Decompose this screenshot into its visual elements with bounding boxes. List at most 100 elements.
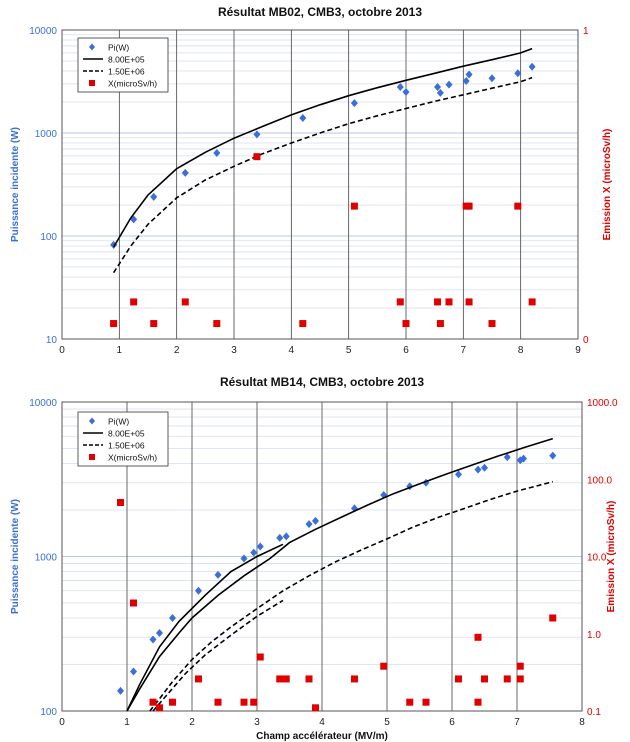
data-point-square — [299, 320, 307, 328]
data-point-diamond — [455, 470, 462, 479]
y2-axis-label: Emission X (microSv/h) — [602, 129, 613, 241]
legend-label: Pi(W) — [108, 417, 129, 427]
data-point-square — [465, 298, 473, 306]
chart-mb02: 0 1 2 3 4 5 6 7 8 9 10 100 1000 10000 0 1 Résultat MB02,… — [10, 5, 613, 355]
data-point-diamond — [503, 453, 511, 462]
data-point-square — [253, 153, 261, 161]
data-point-square — [549, 614, 557, 622]
data-point-square — [436, 320, 444, 328]
data-point-diamond — [481, 463, 488, 472]
chart-title: Résultat MB02, CMB3, octobre 2013 — [218, 5, 422, 19]
x-tick-label: 3 — [254, 717, 260, 728]
y-tick-label: 1000 — [35, 553, 58, 564]
data-point-diamond — [436, 88, 444, 97]
data-point-diamond — [169, 613, 176, 622]
y-tick-label: 100 — [40, 232, 57, 243]
data-point-diamond — [181, 168, 189, 177]
data-point-square — [256, 653, 264, 661]
legend-label: 1.50E+06 — [108, 67, 145, 77]
data-point-square — [149, 698, 157, 706]
series-line — [112, 47, 533, 248]
data-point-diamond — [488, 74, 496, 83]
x-tick-label: 0 — [59, 345, 65, 355]
y2-tick-label: 100.0 — [587, 475, 612, 486]
legend-swatch-square — [89, 80, 95, 86]
data-point-square — [455, 675, 462, 683]
x-tick-label: 7 — [514, 717, 520, 728]
data-point-square — [150, 320, 158, 328]
data-point-diamond — [117, 686, 124, 695]
chart-title: Résultat MB14, CMB3, octobre 2013 — [220, 375, 424, 389]
data-point-diamond — [150, 192, 158, 201]
data-point-square — [516, 662, 524, 670]
data-point-square — [406, 698, 414, 706]
legend-label: 8.00E+05 — [108, 429, 145, 439]
x-tick-label: 1 — [124, 717, 130, 728]
x-tick-label: 0 — [59, 717, 65, 728]
data-point-square — [213, 320, 221, 328]
data-point-square — [110, 320, 118, 328]
data-point-diamond — [282, 532, 290, 541]
data-point-diamond — [402, 88, 410, 97]
legend-swatch-diamond — [89, 43, 95, 51]
series-line — [149, 480, 554, 712]
x-tick-label: 1 — [117, 345, 123, 355]
legend-label: Pi(W) — [108, 43, 129, 53]
data-point-diamond — [250, 548, 258, 557]
data-point-square — [445, 298, 453, 306]
data-point-square — [474, 633, 482, 641]
data-point-diamond — [312, 516, 319, 525]
y2-tick-label: 1.0 — [587, 630, 601, 641]
legend-swatch-square — [89, 454, 95, 460]
series-line — [152, 599, 284, 712]
data-point-square — [402, 320, 410, 328]
data-point-diamond — [130, 667, 137, 676]
data-point-square — [351, 675, 358, 683]
data-point-diamond — [516, 456, 524, 465]
data-point-square — [195, 675, 202, 683]
x-tick-label: 5 — [384, 717, 390, 728]
x-tick-label: 2 — [189, 717, 195, 728]
x-tick-label: 5 — [346, 345, 352, 355]
data-point-square — [434, 298, 442, 306]
data-point-square — [503, 675, 511, 683]
plot-frame — [61, 29, 579, 340]
data-point-diamond — [240, 554, 248, 563]
data-point-square — [240, 698, 248, 706]
data-point-square — [117, 499, 124, 507]
data-point-diamond — [156, 628, 163, 637]
data-point-square — [465, 202, 473, 210]
data-point-square — [130, 298, 138, 306]
y-tick-label: 10000 — [29, 26, 57, 37]
legend-label: 8.00E+05 — [108, 55, 145, 65]
x-tick-label: 9 — [575, 345, 581, 355]
x-tick-label: 6 — [449, 717, 455, 728]
series-line — [126, 437, 554, 712]
y2-axis-label: Emission X (microSv/h) — [606, 501, 617, 613]
data-point-diamond — [528, 62, 536, 71]
data-point-diamond — [396, 82, 404, 91]
y-axis-label: Puissance incidente (W) — [10, 499, 21, 614]
data-point-diamond — [462, 76, 470, 85]
data-point-square — [422, 698, 430, 706]
data-point-square — [481, 675, 488, 683]
x-tick-label: 7 — [461, 345, 467, 355]
x-tick-label: 3 — [231, 345, 237, 355]
data-point-square — [305, 675, 313, 683]
data-point-square — [474, 698, 482, 706]
data-point-square — [380, 662, 388, 670]
x-tick-label: 4 — [319, 717, 325, 728]
y-tick-label: 10 — [46, 335, 58, 346]
y-tick-label: 100 — [40, 707, 57, 718]
data-point-diamond — [214, 570, 222, 579]
data-point-diamond — [465, 70, 473, 79]
y-axis-label: Puissance incidente (W) — [10, 127, 21, 242]
data-point-diamond — [299, 113, 307, 122]
y2-tick-label: 10.0 — [587, 553, 607, 564]
data-point-diamond — [351, 504, 358, 513]
x-tick-label: 8 — [518, 345, 524, 355]
data-point-square — [130, 599, 137, 607]
series-line — [126, 543, 284, 712]
y2-tick-label: 0.1 — [587, 707, 601, 718]
